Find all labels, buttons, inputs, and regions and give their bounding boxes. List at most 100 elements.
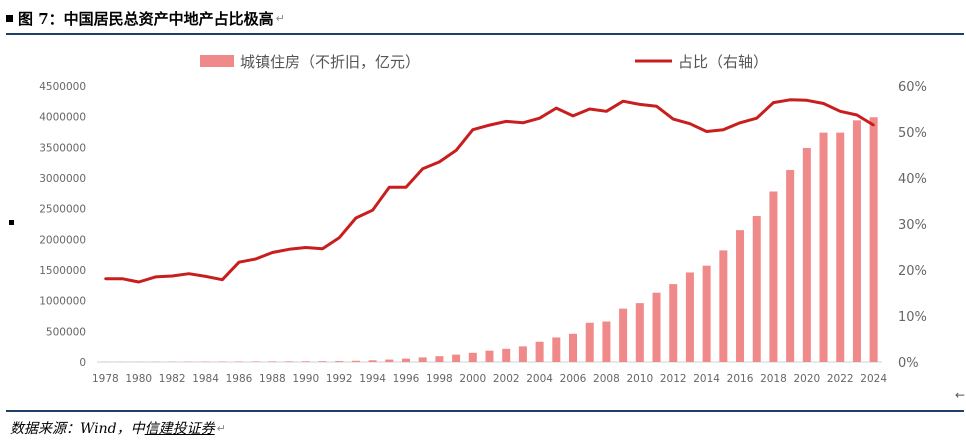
source-link[interactable]: 信建投证券 [144, 421, 215, 437]
bar [569, 333, 578, 362]
bar [485, 350, 494, 362]
x-tick-label: 1996 [393, 373, 420, 385]
x-tick-label: 2002 [493, 373, 520, 385]
top-rule [6, 33, 964, 35]
y-left-tick-label: 4000000 [39, 112, 86, 124]
share-point [722, 128, 725, 131]
share-point [371, 209, 374, 212]
bar [435, 356, 444, 362]
bar [418, 357, 427, 362]
bar [268, 361, 277, 362]
share-point [388, 186, 391, 189]
share-point [137, 280, 140, 284]
x-tick-label: 1982 [159, 373, 186, 385]
bar [736, 230, 745, 362]
share-point [187, 272, 191, 275]
share-point [705, 130, 708, 133]
bar [685, 272, 694, 362]
share-point [120, 277, 124, 280]
bar [836, 132, 845, 362]
share-point [788, 98, 792, 101]
source-line: 数据来源：Wind，中 信建投证券 ↵ [10, 418, 226, 438]
bar [385, 359, 394, 362]
share-point [337, 236, 341, 239]
share-point [170, 274, 174, 278]
bar [652, 292, 661, 362]
x-tick-label: 1988 [259, 373, 286, 385]
bar [585, 322, 594, 362]
bar [251, 361, 260, 362]
x-tick-label: 2018 [760, 373, 787, 385]
share-point [555, 106, 558, 110]
bar [452, 354, 461, 362]
share-point [254, 257, 257, 261]
source-return-mark: ↵ [216, 421, 226, 435]
share-point [588, 107, 591, 111]
bar [535, 341, 544, 362]
x-tick-label: 2008 [593, 373, 620, 385]
share-point [839, 110, 842, 113]
chart: 0 500000 1000000 1500000 2000000 2500000 30000… [39, 53, 927, 385]
share-point [571, 114, 575, 118]
source-text: 数据来源：Wind，中 [10, 421, 145, 437]
bar [852, 120, 861, 362]
bar [719, 250, 728, 362]
title-bullet-icon [6, 14, 13, 22]
y-right-tick-label: 60% [898, 80, 927, 95]
bar [401, 358, 410, 362]
x-tick-label: 2012 [660, 373, 687, 385]
y-right-tick-label: 20% [898, 264, 927, 279]
y-left-tick-label: 2000000 [39, 234, 86, 246]
y-left-tick-label: 3000000 [39, 173, 86, 185]
x-tick-label: 2020 [793, 373, 820, 385]
share-point [538, 117, 541, 120]
y-right-tick-label: 30% [898, 218, 927, 233]
share-point [271, 251, 274, 254]
y-right-tick-label: 0% [898, 356, 919, 371]
share-point [454, 149, 458, 152]
y-right-tick-label: 40% [898, 172, 927, 187]
share-point [421, 167, 424, 170]
bar [468, 352, 477, 362]
share-point [772, 101, 775, 104]
y-left-tick-label: 2500000 [39, 204, 86, 216]
share-point [638, 103, 642, 106]
y-left-tick-label: 1000000 [39, 296, 86, 308]
figure-title: 图 7：中国居民总资产中地产占比极高 [18, 9, 274, 28]
share-point [471, 128, 474, 131]
share-point [688, 122, 692, 125]
side-bullet-icon [9, 220, 14, 225]
bar [819, 132, 828, 362]
bar [669, 284, 678, 362]
bar [301, 361, 310, 362]
x-tick-label: 2014 [693, 373, 720, 385]
share-point [805, 99, 809, 102]
bottom-rule [6, 410, 964, 412]
share-point [621, 99, 625, 103]
share-point [605, 110, 608, 113]
share-point [738, 121, 742, 125]
bar [552, 337, 561, 362]
x-tick-label: 1990 [292, 373, 319, 385]
x-tick-label: 1992 [326, 373, 353, 385]
bar [351, 360, 360, 362]
share-point [755, 117, 758, 120]
x-tick-label: 1978 [92, 373, 119, 385]
share-point [221, 278, 224, 281]
share-point [438, 160, 441, 164]
x-tick-label: 2004 [526, 373, 553, 385]
bar [502, 348, 511, 362]
y-right-tick-label: 10% [898, 310, 927, 325]
bar [335, 361, 344, 362]
share-point [104, 277, 107, 280]
bar [368, 360, 377, 362]
share-point [304, 246, 307, 249]
y-left-tick-label: 3500000 [39, 142, 86, 154]
share-point [521, 121, 525, 125]
bar [318, 361, 327, 362]
share-point [855, 113, 859, 117]
bar [869, 117, 878, 362]
x-tick-label: 2022 [827, 373, 854, 385]
bar [786, 170, 795, 362]
share-point [505, 120, 508, 123]
